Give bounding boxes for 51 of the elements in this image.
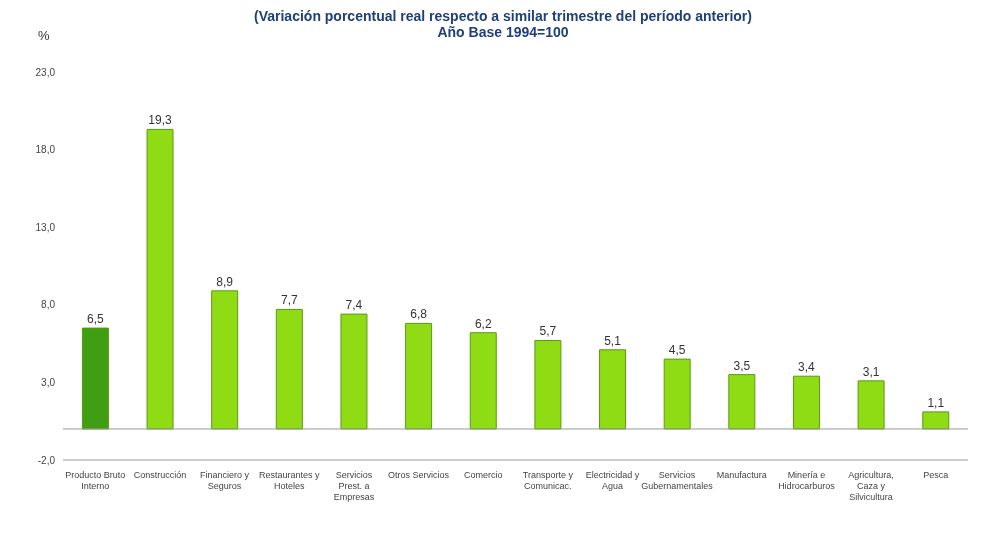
data-label: 5,1 bbox=[604, 333, 622, 348]
x-tick-label: Servicios Gubernamentales bbox=[641, 470, 714, 491]
x-tick-label: Producto Bruto Interno bbox=[65, 470, 126, 491]
x-tick-label: Electricidad y Agua bbox=[585, 470, 640, 491]
x-tick-label: Manufactura bbox=[716, 470, 767, 480]
bar bbox=[534, 340, 562, 430]
bar bbox=[469, 332, 497, 430]
data-label: 6,5 bbox=[87, 312, 105, 327]
data-label: 6,2 bbox=[474, 316, 492, 331]
chart-title: (Variación porcentual real respecto a similar trimestre del período anterior) bbox=[253, 8, 753, 24]
bar bbox=[663, 358, 691, 430]
bar bbox=[340, 313, 368, 430]
data-label: 6,8 bbox=[410, 307, 428, 322]
y-tick-label: -2,0 bbox=[37, 454, 56, 466]
data-label: 3,4 bbox=[798, 360, 816, 375]
bar bbox=[922, 411, 950, 430]
y-tick-label: 13,0 bbox=[35, 221, 56, 233]
x-tick-label: Otros Servicios bbox=[388, 470, 450, 480]
data-label: 1,1 bbox=[927, 395, 945, 410]
data-label: 3,5 bbox=[733, 358, 751, 373]
x-tick-label: Pesca bbox=[923, 470, 949, 480]
bar bbox=[857, 380, 885, 430]
data-label: 7,4 bbox=[345, 298, 363, 313]
data-label: 4,5 bbox=[668, 343, 686, 358]
x-tick-label: Construcción bbox=[133, 470, 187, 480]
chart-subtitle: Año Base 1994=100 bbox=[437, 24, 569, 40]
y-tick-label: 3,0 bbox=[41, 376, 56, 388]
x-tick-label: Restaurantes y Hoteles bbox=[258, 470, 321, 491]
data-label: 19,3 bbox=[148, 113, 173, 128]
data-label: 5,7 bbox=[539, 324, 557, 339]
bar bbox=[146, 128, 174, 430]
x-tick-label: Minería e Hidrocarburos bbox=[778, 470, 836, 491]
x-tick-label: Servicios Prest. a Empresas bbox=[333, 470, 375, 502]
data-label: 8,9 bbox=[216, 274, 234, 289]
bar bbox=[599, 349, 627, 430]
y-tick-label: 18,0 bbox=[35, 144, 56, 156]
x-tick-label: Comercio bbox=[463, 470, 503, 480]
bar bbox=[211, 290, 239, 430]
x-tick-label: Agricultura, Caza y Silvicultura bbox=[848, 470, 894, 502]
data-label: 7,7 bbox=[280, 293, 298, 308]
data-label: 3,1 bbox=[862, 364, 880, 379]
bar bbox=[275, 308, 303, 430]
x-tick-label: Transporte y Comunicac. bbox=[522, 470, 574, 491]
bar bbox=[728, 374, 756, 430]
bar bbox=[405, 322, 433, 430]
bar bbox=[792, 375, 820, 430]
y-tick-label: 23,0 bbox=[35, 66, 56, 78]
y-axis-title: % bbox=[38, 28, 50, 43]
bar bbox=[81, 327, 109, 430]
y-tick-label: 8,0 bbox=[41, 299, 56, 311]
x-tick-label: Financiero y Seguros bbox=[200, 470, 250, 491]
